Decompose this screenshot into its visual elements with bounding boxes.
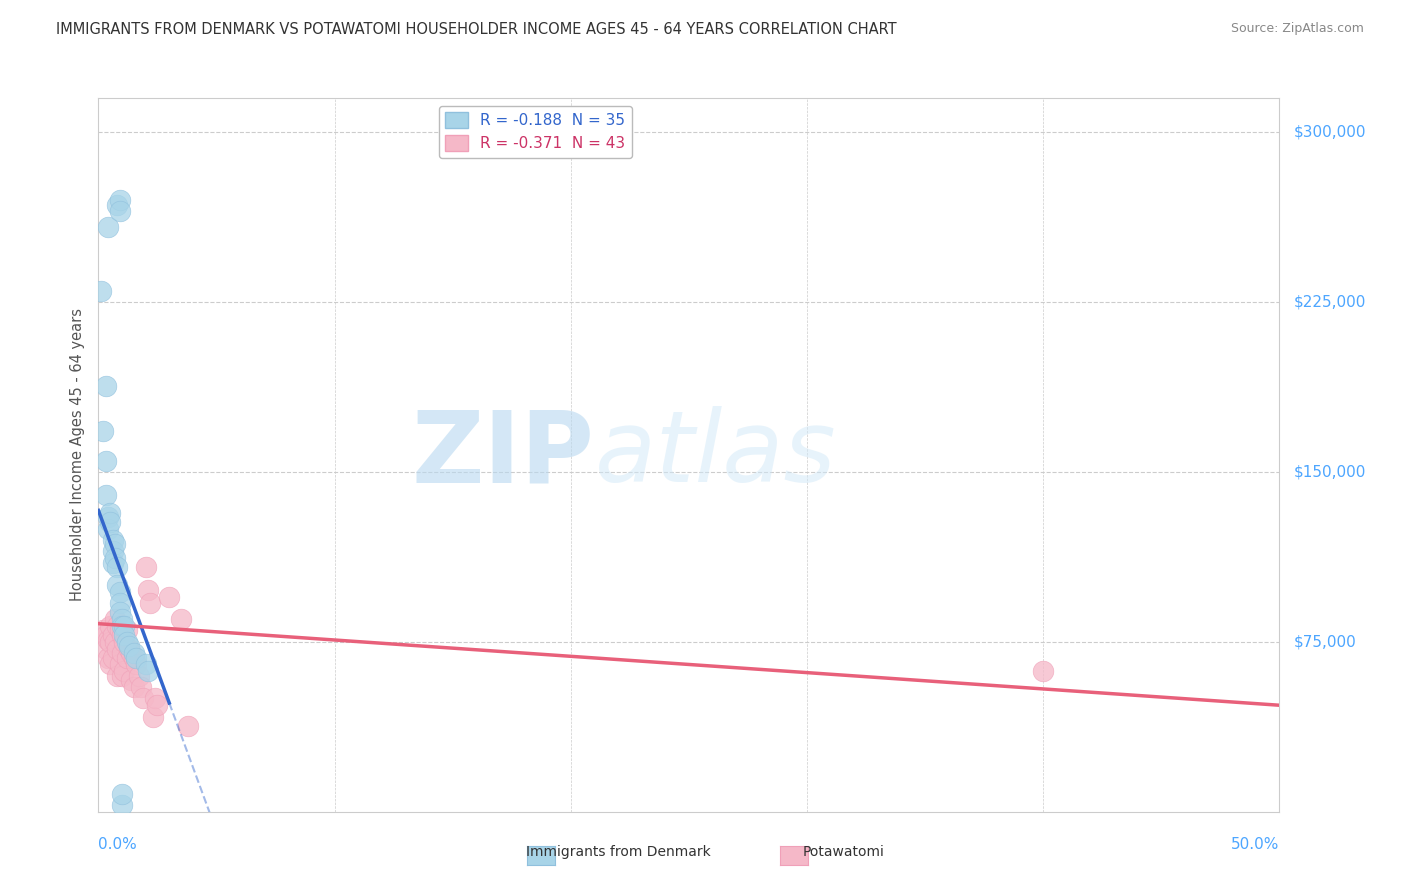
- Point: [108, 596, 131, 610]
- Text: ZIP: ZIP: [412, 407, 595, 503]
- Point: [105, 578, 128, 592]
- Point: [115, 650, 138, 665]
- Legend: R = -0.188  N = 35, R = -0.371  N = 43: R = -0.188 N = 35, R = -0.371 N = 43: [439, 106, 631, 158]
- Y-axis label: Householder Income Ages 45 - 64 years: Householder Income Ages 45 - 64 years: [70, 309, 86, 601]
- Point: [121, 646, 143, 660]
- Point: [105, 197, 128, 211]
- Text: 0.0%: 0.0%: [98, 837, 138, 852]
- Point: [112, 665, 135, 679]
- Point: [94, 453, 117, 467]
- Point: [125, 657, 148, 672]
- Point: [115, 624, 138, 638]
- Point: [108, 193, 131, 207]
- Point: [112, 628, 135, 642]
- Point: [104, 635, 127, 649]
- Point: [104, 551, 127, 566]
- Point: [136, 665, 159, 679]
- Text: Potawatomi: Potawatomi: [803, 845, 884, 859]
- Point: [97, 510, 120, 524]
- Point: [122, 680, 145, 694]
- Point: [98, 635, 121, 649]
- Point: [146, 698, 169, 713]
- Point: [122, 646, 145, 660]
- Text: atlas: atlas: [595, 407, 837, 503]
- Point: [118, 641, 141, 656]
- Point: [105, 619, 128, 633]
- Point: [129, 680, 152, 694]
- Point: [108, 657, 131, 672]
- Point: [105, 560, 128, 574]
- Text: $300,000: $300,000: [1294, 125, 1365, 140]
- Point: [122, 650, 145, 665]
- Point: [111, 669, 134, 683]
- Point: [91, 424, 114, 438]
- Point: [108, 204, 131, 219]
- Point: [94, 641, 117, 656]
- Point: [177, 718, 200, 732]
- Point: [108, 624, 131, 638]
- Point: [108, 585, 131, 599]
- Point: [111, 619, 134, 633]
- Text: IMMIGRANTS FROM DENMARK VS POTAWATOMI HOUSEHOLDER INCOME AGES 45 - 64 YEARS CORR: IMMIGRANTS FROM DENMARK VS POTAWATOMI HO…: [56, 22, 897, 37]
- Point: [111, 612, 134, 626]
- Point: [101, 544, 124, 558]
- Point: [97, 632, 120, 647]
- Point: [139, 596, 162, 610]
- Point: [104, 537, 127, 551]
- Point: [135, 560, 157, 574]
- Point: [97, 650, 120, 665]
- Point: [170, 612, 193, 626]
- Text: $225,000: $225,000: [1294, 294, 1365, 310]
- Point: [101, 628, 124, 642]
- Point: [104, 612, 127, 626]
- Point: [157, 590, 180, 604]
- Point: [112, 619, 135, 633]
- Point: [135, 657, 157, 672]
- Point: [97, 220, 120, 235]
- Point: [105, 669, 128, 683]
- Text: $75,000: $75,000: [1294, 634, 1357, 649]
- Point: [111, 628, 134, 642]
- Point: [94, 379, 117, 393]
- Point: [128, 669, 150, 683]
- Point: [101, 650, 124, 665]
- Point: [115, 635, 138, 649]
- Point: [1032, 665, 1054, 679]
- Point: [97, 522, 120, 536]
- Point: [98, 657, 121, 672]
- Point: [143, 691, 166, 706]
- Point: [105, 641, 128, 656]
- Point: [111, 797, 134, 812]
- Point: [111, 787, 134, 801]
- Point: [98, 506, 121, 520]
- Point: [94, 487, 117, 501]
- Text: Source: ZipAtlas.com: Source: ZipAtlas.com: [1230, 22, 1364, 36]
- Text: 50.0%: 50.0%: [1232, 837, 1279, 852]
- Point: [136, 582, 159, 597]
- Text: $150,000: $150,000: [1294, 465, 1365, 479]
- Point: [94, 628, 117, 642]
- Text: Immigrants from Denmark: Immigrants from Denmark: [526, 845, 711, 859]
- Point: [142, 709, 165, 723]
- Point: [91, 624, 114, 638]
- Point: [111, 646, 134, 660]
- Point: [125, 650, 148, 665]
- Point: [108, 606, 131, 620]
- Point: [90, 284, 112, 298]
- Point: [112, 635, 135, 649]
- Point: [132, 691, 155, 706]
- Point: [101, 533, 124, 547]
- Point: [118, 640, 141, 654]
- Point: [101, 556, 124, 570]
- Point: [121, 673, 143, 688]
- Point: [98, 515, 121, 529]
- Point: [98, 619, 121, 633]
